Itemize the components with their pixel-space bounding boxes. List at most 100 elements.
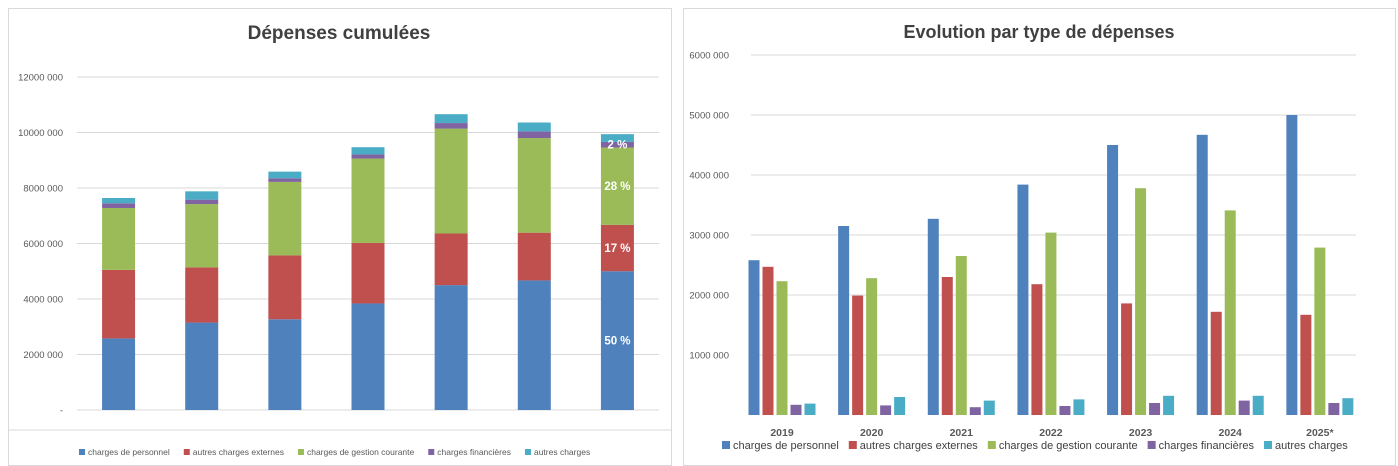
bar-segment <box>517 131 551 139</box>
bar <box>1121 303 1133 415</box>
bar-segment <box>600 134 634 142</box>
legend-label: autres charges externes <box>860 440 979 452</box>
bar <box>866 278 878 415</box>
bar <box>927 218 939 415</box>
bar-segment <box>434 285 468 410</box>
bar <box>1059 406 1071 415</box>
y-tick-label: - <box>60 406 63 417</box>
bar <box>776 281 788 415</box>
legend-swatch <box>1264 441 1273 449</box>
bar <box>1210 311 1222 415</box>
y-tick-label: 4000 000 <box>23 295 63 306</box>
data-label: 2 % <box>608 140 628 152</box>
bar <box>790 404 802 415</box>
x-tick-label: 2019 <box>770 427 794 439</box>
bar-segment <box>517 122 551 132</box>
bar <box>1163 395 1175 415</box>
bar-segment <box>185 191 219 200</box>
bar <box>1238 400 1250 415</box>
bar <box>1045 232 1057 415</box>
legend-label: charges de gestion courante <box>999 440 1138 452</box>
bar-segment <box>351 242 385 304</box>
bar <box>852 295 864 415</box>
bar-segment <box>517 280 551 410</box>
y-tick-label: 4000 000 <box>689 171 729 182</box>
bar-segment <box>434 123 468 129</box>
bar <box>1149 403 1161 415</box>
bar <box>1107 145 1119 415</box>
bar-segment <box>434 233 468 286</box>
data-label: 50 % <box>604 336 630 348</box>
chart-title: Dépenses cumulées <box>248 23 431 44</box>
bar <box>838 226 850 415</box>
bar <box>748 260 760 415</box>
bar-segment <box>185 199 219 205</box>
legend-swatch <box>79 449 85 455</box>
bar <box>894 397 906 415</box>
legend-swatch <box>428 449 435 455</box>
legend-swatch <box>848 441 857 449</box>
bar <box>955 256 967 415</box>
bar <box>1031 284 1043 415</box>
x-tick-label: 2022 <box>1039 427 1063 439</box>
bar <box>1196 134 1208 416</box>
bar <box>1224 210 1236 415</box>
legend-label: charges financières <box>1159 440 1255 452</box>
y-tick-label: 1000 000 <box>689 351 729 362</box>
grouped-chart-panel: Evolution par type de dépenses 1000 000 20… <box>683 8 1396 466</box>
x-tick-label: 2024 <box>1219 427 1243 439</box>
legend-swatch <box>1147 441 1156 449</box>
bar-segment <box>351 147 385 155</box>
y-tick-label: 12000 000 <box>18 73 63 84</box>
bar-segment <box>600 141 634 148</box>
bar <box>1314 247 1326 415</box>
bar-segment <box>102 207 136 270</box>
data-label: 17 % <box>604 243 630 255</box>
bar <box>941 277 953 415</box>
bar-segment <box>268 171 302 179</box>
bar <box>1342 398 1354 415</box>
bar-segment <box>185 322 219 410</box>
bar <box>1017 184 1029 415</box>
bar-segment <box>517 138 551 233</box>
data-label: 28 % <box>604 181 630 193</box>
bar <box>1328 403 1340 415</box>
bar <box>1286 115 1298 415</box>
label-mask <box>9 415 671 431</box>
bar <box>1135 188 1147 415</box>
legend-swatch <box>183 449 190 455</box>
bar-segment <box>102 203 136 208</box>
bar-segment <box>351 158 385 243</box>
legend-label: charges de gestion courante <box>307 447 415 457</box>
legend-swatch <box>987 441 996 449</box>
bar-segment <box>600 147 634 225</box>
bar-segment <box>600 271 634 410</box>
bar <box>1252 395 1264 415</box>
bar-segment <box>102 338 136 410</box>
bar-segment <box>517 232 551 281</box>
bar <box>969 407 981 415</box>
x-tick-label: 2020 <box>860 427 884 439</box>
legend-swatch <box>524 449 531 455</box>
y-tick-label: 6000 000 <box>23 239 63 250</box>
y-tick-label: 6000 000 <box>689 51 729 62</box>
bar-segment <box>434 114 468 124</box>
y-tick-label: 10000 000 <box>18 128 63 139</box>
bar-segment <box>434 128 468 234</box>
bar <box>1300 314 1312 415</box>
y-tick-label: 2000 000 <box>23 350 63 361</box>
bar-segment <box>102 197 136 204</box>
bar <box>804 403 816 415</box>
legend-label: charges de personnel <box>733 440 839 452</box>
bar-segment <box>268 178 302 182</box>
y-tick-label: 2000 000 <box>689 291 729 302</box>
legend-label: charges de personnel <box>88 447 170 457</box>
legend-label: charges financières <box>437 447 511 457</box>
bar-segment <box>185 267 219 323</box>
bar <box>762 266 774 415</box>
y-tick-label: 5000 000 <box>689 111 729 122</box>
bar <box>983 400 995 415</box>
bar <box>1073 399 1085 415</box>
x-tick-label: 2021 <box>950 427 974 439</box>
bar-segment <box>268 319 302 410</box>
